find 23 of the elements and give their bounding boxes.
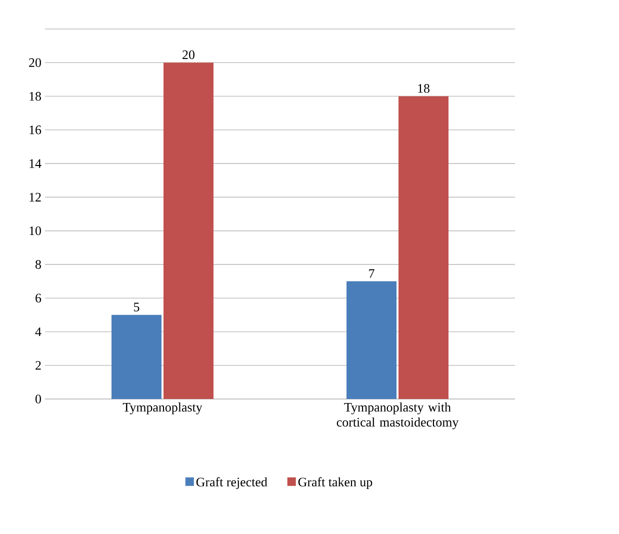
legend-label: Graft rejected (196, 477, 268, 490)
bar (112, 314, 162, 399)
x-tick-label: Tympanoplasty with cortical mastoidectomy (336, 402, 459, 430)
y-tick-label: 18 (30, 92, 41, 101)
y-tick-label: 10 (30, 226, 41, 236)
bar (346, 281, 397, 399)
y-tick-label: 8 (36, 260, 41, 269)
bar (398, 96, 448, 399)
data-label: 7 (369, 269, 374, 278)
y-tick-label: 12 (30, 192, 41, 202)
y-tick-label: 16 (30, 126, 42, 134)
x-tick-label: Tympanoplasty (122, 402, 202, 414)
y-tick-label: 0 (36, 394, 41, 404)
bar (163, 62, 214, 399)
data-label: 20 (182, 50, 194, 60)
y-tick-label: 14 (30, 159, 42, 168)
legend-label: Graft taken up (298, 477, 372, 490)
y-tick-label: 20 (29, 58, 41, 68)
data-label: 5 (134, 302, 140, 312)
y-tick-label: 4 (35, 327, 42, 336)
data-label: 18 (418, 84, 430, 93)
y-tick-label: 2 (36, 361, 41, 370)
y-tick-label: 6 (36, 294, 42, 302)
